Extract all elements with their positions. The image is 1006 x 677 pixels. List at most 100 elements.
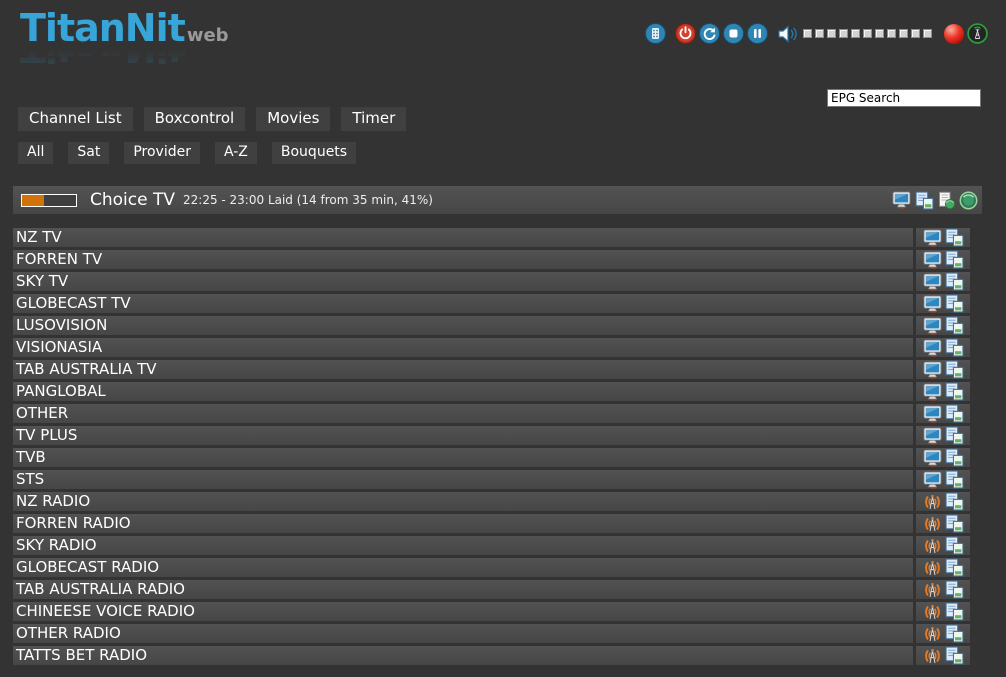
channel-row-tvb: TVB	[13, 448, 970, 467]
channel-name: NZ RADIO	[16, 492, 91, 510]
channel-row-tatts-bet-radio: TATTS BET RADIO	[13, 646, 970, 665]
volume-step[interactable]	[863, 29, 872, 38]
progress-fill	[22, 194, 45, 206]
epg-copy-icon[interactable]	[945, 580, 964, 599]
radio-icon[interactable]	[922, 559, 943, 577]
tv-icon[interactable]	[922, 404, 943, 423]
epg-copy-icon[interactable]	[945, 492, 964, 511]
volume-step[interactable]	[803, 29, 812, 38]
epg-copy-icon[interactable]	[945, 514, 964, 533]
tv-icon[interactable]	[922, 316, 943, 335]
restart-icon[interactable]	[699, 23, 720, 44]
nav-channel-list-button[interactable]: Channel List	[18, 107, 133, 131]
nav-boxcontrol-button[interactable]: Boxcontrol	[143, 107, 246, 131]
volume-steps[interactable]	[803, 29, 932, 38]
radio-icon[interactable]	[922, 625, 943, 643]
epg-copy-icon[interactable]	[945, 272, 964, 291]
current-epg-info: 22:25 - 23:00 Laid (14 from 35 min, 41%)	[183, 193, 433, 207]
tv-icon[interactable]	[922, 426, 943, 445]
doc-globe-icon[interactable]	[937, 191, 956, 210]
epg-copy-icon[interactable]	[945, 316, 964, 335]
radio-icon[interactable]	[922, 537, 943, 555]
channel-row-sts: STS	[13, 470, 970, 489]
record-indicator	[944, 23, 964, 44]
epg-copy-icon[interactable]	[945, 338, 964, 357]
volume-step[interactable]	[851, 29, 860, 38]
filter-bouquets-button[interactable]: Bouquets	[271, 142, 357, 164]
filter-az-button[interactable]: A-Z	[214, 142, 257, 164]
channel-row-sky-tv: SKY TV	[13, 272, 970, 291]
channel-name: SKY TV	[16, 272, 69, 290]
tv-icon[interactable]	[922, 294, 943, 313]
filter-nav: All Sat Provider A-Z Bouquets	[18, 142, 357, 164]
epg-copy-icon[interactable]	[945, 426, 964, 445]
radio-icon[interactable]	[922, 493, 943, 511]
channel-name: GLOBECAST RADIO	[16, 558, 160, 576]
channel-name: GLOBECAST TV	[16, 294, 131, 312]
channel-row-other-radio: OTHER RADIO	[13, 624, 970, 643]
channel-name: PANGLOBAL	[16, 382, 106, 400]
volume-step[interactable]	[875, 29, 884, 38]
epg-copy-icon[interactable]	[945, 250, 964, 269]
epg-search-input[interactable]	[827, 89, 981, 107]
top-control-bar	[645, 23, 988, 44]
epg-copy-icon[interactable]	[945, 646, 964, 665]
volume-step[interactable]	[923, 29, 932, 38]
logo-title: TitanNit	[20, 6, 186, 50]
power-icon[interactable]	[675, 23, 696, 44]
epg-copy-icon[interactable]	[945, 404, 964, 423]
radio-icon[interactable]	[922, 603, 943, 621]
tv-icon[interactable]	[922, 272, 943, 291]
epg-copy-icon[interactable]	[945, 228, 964, 247]
tv-icon[interactable]	[922, 448, 943, 467]
tv-icon[interactable]	[922, 470, 943, 489]
epg-copy-icon[interactable]	[945, 294, 964, 313]
epg-copy-icon[interactable]	[945, 360, 964, 379]
epg-copy-icon[interactable]	[945, 536, 964, 555]
radio-icon[interactable]	[922, 647, 943, 665]
channel-row-other: OTHER	[13, 404, 970, 423]
epg-copy-icon[interactable]	[945, 382, 964, 401]
channel-row-forren-radio: FORREN RADIO	[13, 514, 970, 533]
channel-row-nz-radio: NZ RADIO	[13, 492, 970, 511]
tv-icon[interactable]	[922, 360, 943, 379]
remote-icon[interactable]	[645, 23, 666, 44]
tv-icon[interactable]	[892, 191, 912, 209]
radio-icon[interactable]	[922, 515, 943, 533]
channel-name: NZ TV	[16, 228, 62, 246]
volume-step[interactable]	[839, 29, 848, 38]
volume-step[interactable]	[815, 29, 824, 38]
globe-icon[interactable]	[959, 191, 978, 210]
tv-icon[interactable]	[922, 228, 943, 247]
channel-row-tab-australia-radio: TAB AUSTRALIA RADIO	[13, 580, 970, 599]
tv-icon[interactable]	[922, 338, 943, 357]
radio-icon[interactable]	[922, 581, 943, 599]
channel-list: NZ TV	[13, 228, 970, 668]
channel-row-visionasia: VISIONASIA	[13, 338, 970, 357]
epg-copy-icon[interactable]	[945, 448, 964, 467]
volume-step[interactable]	[827, 29, 836, 38]
channel-name: STS	[16, 470, 45, 488]
filter-provider-button[interactable]: Provider	[124, 142, 200, 164]
epg-copy-icon[interactable]	[945, 602, 964, 621]
volume-step[interactable]	[887, 29, 896, 38]
now-playing-bar: Choice TV 22:25 - 23:00 Laid (14 from 35…	[13, 186, 982, 214]
epg-copy-icon[interactable]	[945, 470, 964, 489]
filter-sat-button[interactable]: Sat	[68, 142, 110, 164]
channel-name: SKY RADIO	[16, 536, 97, 554]
nav-timer-button[interactable]: Timer	[341, 107, 407, 131]
stop-icon[interactable]	[723, 23, 744, 44]
epg-copy-icon[interactable]	[945, 624, 964, 643]
tv-icon[interactable]	[922, 250, 943, 269]
channel-row-globecast-tv: GLOBECAST TV	[13, 294, 970, 313]
volume-step[interactable]	[911, 29, 920, 38]
tv-icon[interactable]	[922, 382, 943, 401]
nav-movies-button[interactable]: Movies	[256, 107, 331, 131]
pause-icon[interactable]	[747, 23, 768, 44]
volume-icon[interactable]	[777, 24, 799, 44]
epg-copy-icon[interactable]	[915, 191, 934, 210]
volume-step[interactable]	[899, 29, 908, 38]
epg-copy-icon[interactable]	[945, 558, 964, 577]
filter-all-button[interactable]: All	[18, 142, 54, 164]
antenna-icon[interactable]	[967, 23, 988, 44]
